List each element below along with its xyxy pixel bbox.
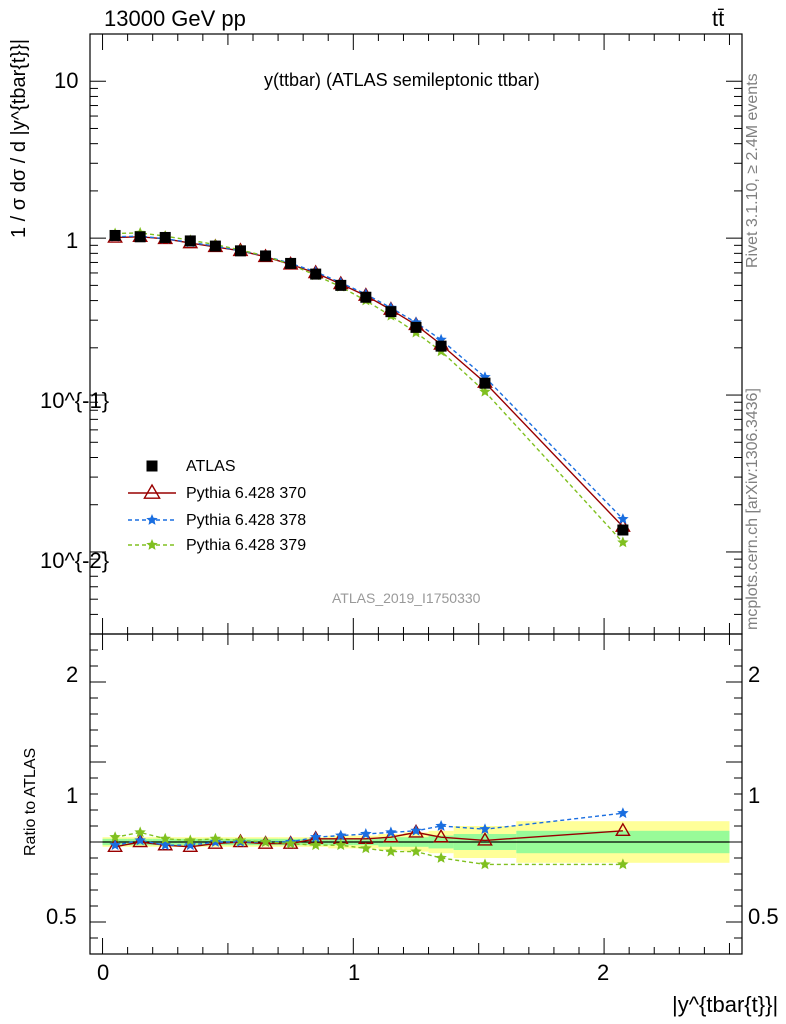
ratio-point-p379	[617, 858, 629, 870]
ratio-point-p378	[310, 831, 322, 843]
x-tick-label: 1	[348, 960, 361, 985]
plot-title: y(ttbar) (ATLAS semileptonic ttbar)	[264, 70, 540, 90]
legend-label-atlas: ATLAS	[186, 458, 236, 475]
ratio-point-p370	[433, 828, 449, 843]
point-p379	[479, 385, 491, 397]
ratio-point-p379	[435, 852, 447, 863]
ratio-point-p370	[408, 823, 424, 838]
point-atlas	[134, 231, 146, 243]
ratio-y-tick-label-right: 1	[748, 783, 761, 808]
point-atlas	[410, 321, 422, 333]
legend-marker-378	[146, 514, 158, 525]
point-atlas	[479, 377, 491, 389]
ratio-point-p378	[360, 828, 372, 839]
analysis-watermark: ATLAS_2019_I1750330	[332, 590, 481, 606]
ratio-point-p379	[234, 834, 247, 846]
legend-label-378: Pythia 6.428 378	[186, 512, 307, 529]
ratio-point-p379	[335, 839, 347, 851]
point-atlas	[335, 279, 347, 291]
ratio-point-p378	[159, 839, 171, 851]
ratio-line-p379	[114, 831, 623, 866]
point-atlas	[109, 229, 121, 241]
ratio-point-p379	[410, 845, 422, 857]
ratio-point-p370	[383, 828, 399, 843]
ratio-line-p378	[114, 812, 623, 846]
legend-label-379: Pythia 6.428 379	[186, 537, 307, 554]
legend-label-370: Pythia 6.428 370	[186, 485, 307, 502]
point-atlas	[360, 291, 372, 303]
rivet-label: Rivet 3.1.10, ≥ 2.4M events	[744, 73, 761, 268]
ratio-point-p379	[310, 839, 322, 851]
ratio-point-p378	[134, 834, 146, 846]
main-y-tick-label: 10^{-2}	[40, 548, 110, 573]
ratio-point-p379	[109, 831, 121, 843]
point-atlas	[260, 250, 272, 262]
ratio-point-p379	[360, 842, 372, 854]
point-p379	[617, 536, 629, 548]
ratio-point-p378	[109, 839, 121, 851]
ratio-point-p378	[335, 829, 347, 841]
ratio-y-tick-label: 0.5	[46, 904, 77, 929]
ratio-point-p370	[182, 838, 199, 853]
point-atlas	[435, 340, 447, 352]
point-atlas	[617, 524, 629, 536]
ratio-point-p378	[435, 820, 447, 831]
ratio-y-tick-label: 2	[66, 662, 79, 687]
ratio-point-p379	[479, 858, 491, 870]
ratio-y-tick-label: 1	[66, 783, 79, 808]
ratio-point-p370	[207, 835, 224, 849]
x-axis-title: |y^{tbar{t}}|	[672, 992, 779, 1017]
point-atlas	[234, 245, 246, 257]
series-line-p378	[115, 235, 624, 520]
ratio-point-p378	[410, 824, 422, 836]
ratio-line-p370	[114, 830, 623, 848]
ratio-point-p370	[615, 822, 631, 837]
ratio-point-p370	[477, 831, 493, 846]
ratio-point-p379	[159, 832, 171, 844]
ratio-point-p379	[259, 836, 272, 847]
main-y-tick-label: 1	[66, 228, 79, 253]
point-atlas	[285, 257, 297, 269]
mcplots-label: mcplots.cern.ch [arXiv:1306.3436]	[744, 388, 761, 630]
ratio-y-tick-label-right: 2	[748, 662, 761, 687]
series-line-p370	[115, 236, 624, 528]
point-atlas	[310, 268, 322, 280]
x-tick-label: 2	[597, 960, 610, 985]
main-y-axis-title: 1 / σ dσ / d |y^{tbar{t}}|	[8, 38, 30, 238]
ratio-y-tick-label-right: 0.5	[748, 904, 779, 929]
main-y-tick-label: 10^{-1}	[40, 388, 110, 413]
ratio-point-p379	[184, 834, 196, 846]
main-y-tick-label: 10	[54, 68, 79, 93]
ratio-point-p379	[385, 845, 397, 857]
point-p378	[617, 513, 629, 524]
ratio-frame	[89, 633, 743, 955]
legend-marker-370	[143, 483, 161, 499]
point-atlas	[159, 231, 171, 243]
ratio-point-p378	[385, 826, 397, 838]
ratio-point-p378	[617, 807, 629, 819]
header-right: tt̄	[712, 6, 725, 31]
legend-marker-379	[146, 539, 158, 550]
ratio-point-p378	[184, 839, 196, 851]
x-tick-label: 0	[97, 960, 110, 985]
header-left: 13000 GeV pp	[104, 6, 246, 31]
point-atlas	[209, 240, 221, 252]
ratio-point-p370	[107, 838, 123, 853]
ratio-point-p370	[132, 833, 149, 848]
ratio-point-p379	[134, 826, 146, 838]
point-atlas	[385, 306, 397, 318]
ratio-point-p378	[479, 823, 491, 835]
ratio-point-p379	[284, 837, 297, 849]
ratio-point-p379	[209, 832, 222, 844]
series-line-p379	[115, 232, 624, 543]
point-atlas	[184, 235, 196, 247]
legend-marker-atlas	[146, 460, 158, 472]
ratio-point-p370	[257, 835, 274, 849]
ratio-y-axis-title: Ratio to ATLAS	[22, 747, 39, 856]
